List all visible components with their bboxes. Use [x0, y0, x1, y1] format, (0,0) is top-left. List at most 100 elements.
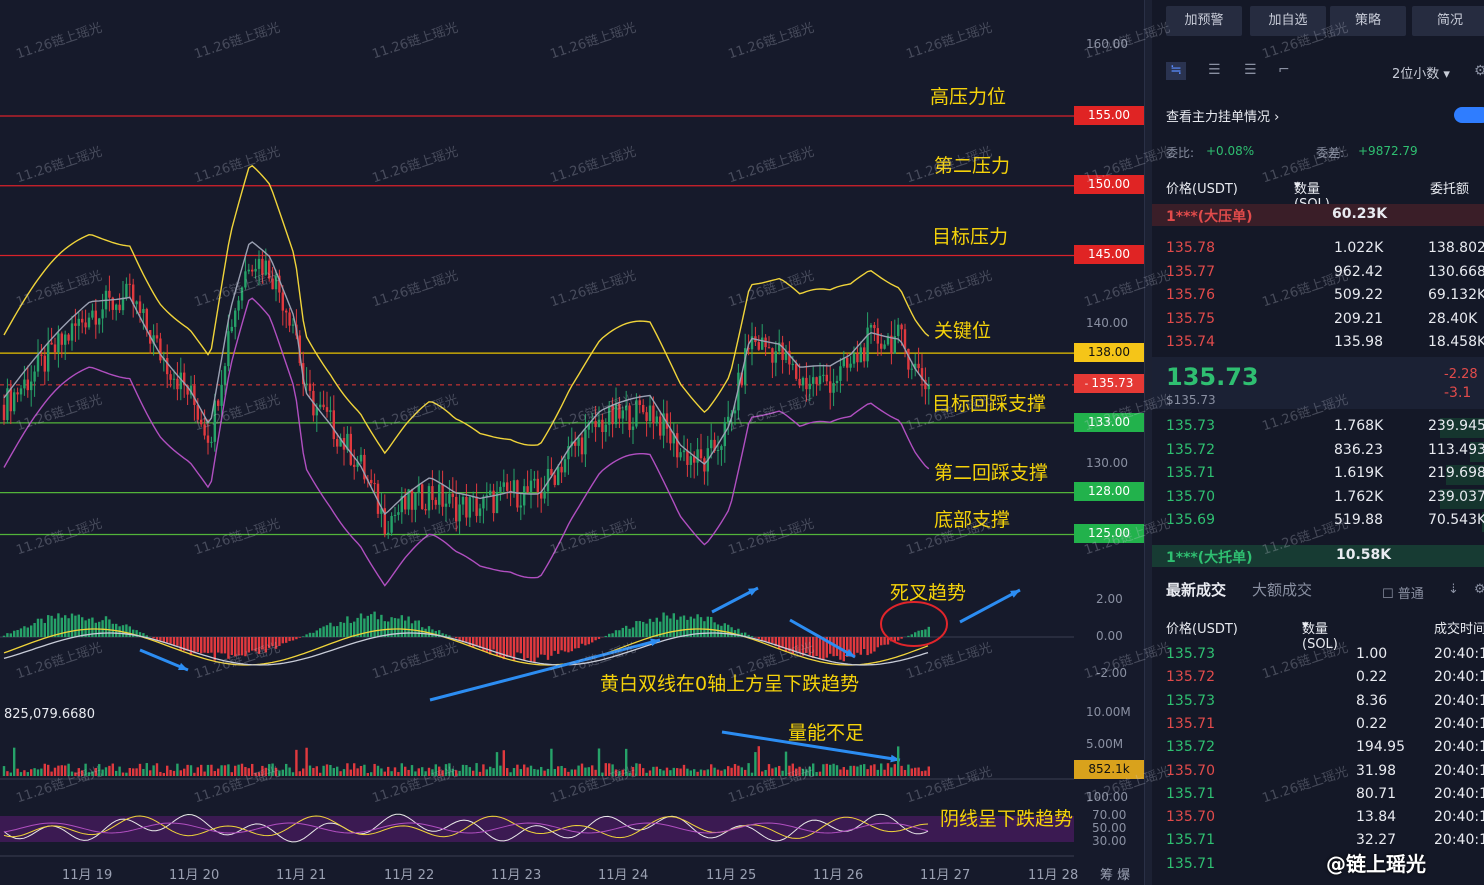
volume-bar	[36, 769, 40, 776]
bid-row[interactable]: 135.70 1.762K 239.037K	[1166, 488, 1484, 511]
volume-bar	[682, 764, 686, 776]
big-buy-row[interactable]	[1152, 545, 1484, 567]
settings-icon[interactable]: ⚙	[1474, 63, 1484, 79]
volume-bar	[611, 764, 614, 776]
orderbook-bids-icon[interactable]: ☰	[1244, 62, 1257, 78]
volume-bar	[720, 770, 723, 776]
macd-histogram-bar	[101, 620, 104, 637]
orderbook-both-icon[interactable]: ≒	[1166, 62, 1186, 80]
trade-row: 135.70 31.98 20:40:1	[1166, 763, 1484, 785]
macd-histogram-bar	[914, 632, 917, 637]
header-qty[interactable]: 数量 (SOL) ▾	[1294, 178, 1330, 212]
candle-body	[829, 381, 832, 393]
ask-row[interactable]: 135.78 1.022K 138.802K	[1166, 240, 1484, 262]
panel-divider[interactable]	[1144, 0, 1152, 885]
candle-body	[247, 269, 250, 272]
candle-body	[332, 410, 335, 440]
chart-area[interactable]	[0, 0, 1148, 885]
price-cell: 135.78	[1166, 240, 1215, 256]
qty-cell: 1.762K	[1334, 488, 1384, 505]
level-tag-128: 128.00	[1074, 482, 1144, 501]
orderbook-asks-icon[interactable]: ☰	[1208, 62, 1221, 78]
main-orders-toggle[interactable]	[1454, 107, 1484, 123]
volume-bar	[672, 767, 675, 776]
header-price[interactable]: 价格(USDT)	[1166, 182, 1238, 197]
trades-settings-icon[interactable]: ⚙	[1474, 582, 1484, 597]
macd-histogram-bar	[489, 637, 492, 655]
candle-body	[278, 275, 281, 293]
big-sell-label: 1***(大压单)	[1166, 209, 1253, 225]
volume-bar	[597, 748, 601, 776]
depth-bar	[1440, 418, 1484, 438]
bid-row[interactable]: 135.72 836.23 113.493K	[1166, 441, 1484, 464]
macd-histogram-bar	[699, 617, 703, 637]
candle-body	[584, 429, 587, 455]
volume-bar	[380, 768, 383, 776]
candle-body	[611, 405, 614, 425]
bid-row[interactable]: 135.71 1.619K 219.698K	[1166, 465, 1484, 487]
overview-button[interactable]: 简况	[1412, 6, 1484, 36]
candle-body	[264, 260, 267, 275]
macd-up-arrow-2	[959, 588, 1021, 624]
ratio-value: +0.08%	[1206, 144, 1255, 158]
bid-row[interactable]: 135.69 519.88 70.543K	[1166, 512, 1484, 534]
volume-bar	[390, 771, 393, 776]
trade-time: 20:40:1	[1434, 692, 1484, 709]
trade-price: 135.72	[1166, 669, 1215, 686]
candlestick-chart[interactable]	[0, 0, 1148, 885]
x-corner-icons[interactable]: 筹 爆	[1100, 868, 1131, 883]
volume-bar	[424, 771, 427, 776]
strategy-button[interactable]: 策略	[1330, 6, 1406, 36]
macd-histogram-bar	[67, 618, 70, 637]
tab-latest-trades[interactable]: 最新成交	[1166, 581, 1227, 599]
tab-large-trades[interactable]: 大额成交	[1252, 581, 1313, 599]
ask-row[interactable]: 135.74 135.98 18.458K	[1166, 334, 1484, 356]
macd-histogram-bar	[774, 637, 777, 647]
volume-bar	[281, 769, 284, 776]
bid-row[interactable]: 135.73 1.768K 239.945K	[1166, 418, 1484, 440]
volume-bar	[519, 769, 522, 776]
candle-body	[781, 342, 784, 360]
trend-arrow	[429, 638, 661, 702]
filter-icon[interactable]: ⇣	[1448, 582, 1459, 597]
decimals-select[interactable]: 2位小数 ▾	[1392, 67, 1450, 82]
macd-histogram-bar	[784, 637, 788, 653]
macd-histogram-bar	[162, 637, 165, 643]
main-orders-link[interactable]: 查看主力挂单情况 ›	[1166, 110, 1280, 125]
normal-checkbox[interactable]: ☐ 普通	[1382, 587, 1424, 602]
macd-histogram-bar	[9, 633, 12, 637]
macd-histogram-bar	[608, 633, 611, 637]
candle-body	[608, 405, 611, 425]
y-tick: 100.00	[1086, 790, 1128, 804]
volume-bar	[200, 764, 203, 776]
volume-arrow	[721, 730, 901, 762]
volume-bar	[897, 746, 900, 776]
decimals-value: 2位小数	[1392, 67, 1440, 82]
trades-header-price: 价格(USDT)	[1166, 622, 1238, 637]
candle-body	[475, 496, 478, 516]
ask-row[interactable]: 135.75 209.21 28.40K	[1166, 311, 1484, 333]
big-sell-row[interactable]	[1152, 204, 1484, 226]
volume-bar	[60, 765, 63, 776]
volume-bar	[461, 764, 465, 776]
y-tick: 130.00	[1086, 456, 1128, 470]
volume-bar	[455, 770, 458, 776]
macd-histogram-bar	[614, 630, 618, 637]
candle-body	[761, 337, 764, 350]
add-alert-button[interactable]: 加预警	[1166, 6, 1242, 36]
brand-watermark: @链上瑶光	[1326, 852, 1426, 876]
header-amount[interactable]: 委托额	[1430, 182, 1470, 197]
candle-body	[798, 378, 801, 386]
trade-price: 135.70	[1166, 809, 1215, 826]
macd-histogram-bar	[897, 637, 900, 641]
ask-row[interactable]: 135.77 962.42 130.668K	[1166, 264, 1484, 286]
candle-body	[373, 483, 376, 485]
candle-body	[9, 388, 12, 412]
candle-body	[203, 424, 206, 436]
add-watchlist-button[interactable]: 加自选	[1250, 6, 1326, 36]
macd-histogram-bar	[778, 637, 781, 650]
macd-histogram-bar	[438, 630, 441, 637]
trades-header-qty[interactable]: 数量(SOL) ▾	[1302, 618, 1338, 652]
ask-row[interactable]: 135.76 509.22 69.132K	[1166, 287, 1484, 309]
depth-icon[interactable]: ⌐	[1278, 62, 1290, 78]
